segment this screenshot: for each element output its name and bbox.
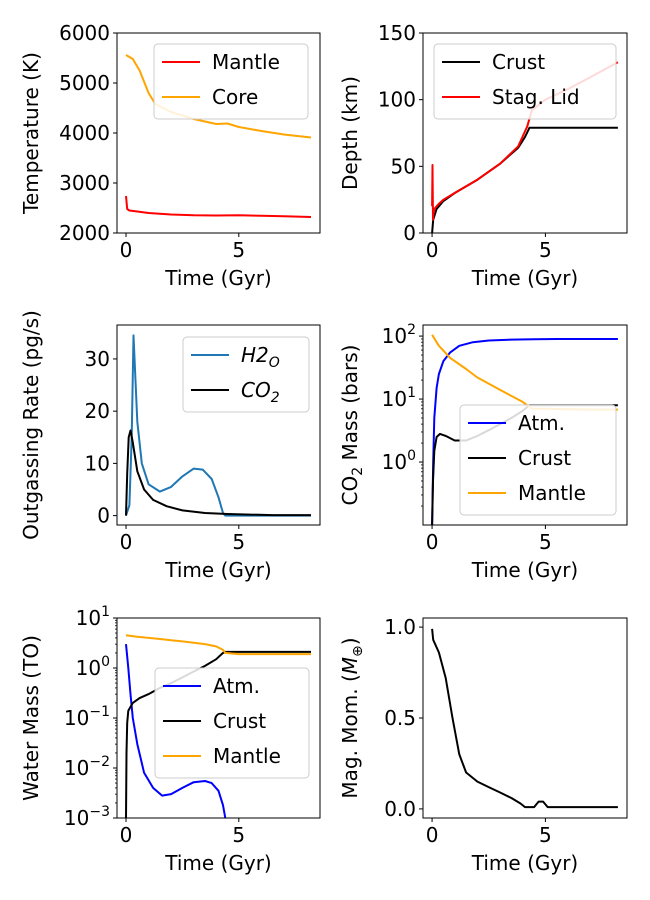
y-tick-label: 101	[382, 385, 416, 411]
x-tick-label: 5	[539, 530, 552, 554]
x-axis-label: Time (Gyr)	[164, 558, 271, 582]
y-axis-label: Temperature (K)	[19, 52, 43, 215]
legend-label: H2O	[241, 343, 280, 371]
y-axis-label: CO2 Mass (bars)	[338, 345, 366, 506]
chart-panel-4: 0 5 100 101 102 Time (Gyr) CO2 Mass (bars) Atm.…	[338, 322, 628, 582]
legend-box	[154, 667, 310, 779]
x-tick-label: 5	[539, 238, 552, 262]
y-tick-label: 101	[76, 604, 110, 630]
legend-label: Crust	[213, 709, 266, 733]
series-group	[431, 628, 618, 809]
series-line-mantle	[125, 195, 312, 218]
x-tick-label: 0	[120, 238, 133, 262]
y-tick-label: 4000	[59, 121, 110, 145]
legend-label: Atm.	[518, 411, 565, 435]
legend: Atm. Crust Mantle	[459, 404, 617, 516]
y-tick-label: 10−2	[64, 754, 110, 780]
y-tick-label: 102	[382, 322, 416, 348]
legend: Crust Stag. Lid	[433, 43, 617, 120]
chart-panel-6: 0 5 0.0 0.5 1.0 Time (Gyr) Mag. Mom. (M⊕)	[338, 615, 628, 875]
plot-frame	[422, 324, 628, 526]
series-line-magnetic-moment	[431, 628, 618, 809]
y-tick-label: 10−1	[64, 704, 110, 730]
y-tick-label: 10	[85, 451, 110, 475]
legend-label: Crust	[492, 50, 545, 74]
x-tick-label: 0	[120, 530, 133, 554]
x-tick-label: 0	[426, 530, 439, 554]
legend-label: Mantle	[518, 481, 586, 505]
x-axis-label: Time (Gyr)	[164, 266, 271, 290]
y-tick-label: 50	[391, 154, 416, 178]
y-tick-label: 0.0	[384, 797, 416, 821]
legend-label: CO2	[241, 378, 280, 406]
series-group	[125, 334, 311, 517]
x-axis-label: Time (Gyr)	[471, 266, 578, 290]
x-tick-label: 5	[232, 823, 245, 847]
series-line-atm	[431, 338, 618, 525]
x-tick-label: 0	[426, 823, 439, 847]
y-tick-label: 3000	[59, 171, 110, 195]
legend-label: Mantle	[212, 50, 280, 74]
legend: Mantle Core	[153, 43, 309, 120]
y-tick-label: 6000	[59, 21, 110, 45]
y-tick-label: 0.5	[384, 706, 416, 730]
y-tick-label: 100	[76, 654, 110, 680]
y-axis-label: Mag. Mom. (M⊕)	[338, 637, 366, 798]
legend-label: Crust	[518, 446, 571, 470]
y-tick-label: 150	[378, 21, 416, 45]
x-tick-label: 5	[232, 238, 245, 262]
y-tick-label: 5000	[59, 71, 110, 95]
y-tick-label: 100	[378, 88, 416, 112]
x-tick-label: 0	[120, 823, 133, 847]
chart-panel-5: 0 5 10−3 10−2 10−1 100 101 Time (Gyr) Water Mass…	[19, 604, 321, 875]
y-tick-label: 0	[97, 504, 110, 528]
x-axis-label: Time (Gyr)	[164, 851, 271, 875]
series-line-crust	[431, 126, 618, 233]
y-tick-label: 0	[403, 221, 416, 245]
series-line-h2o	[125, 334, 311, 517]
legend-label: Stag. Lid	[492, 85, 580, 109]
y-tick-label: 100	[382, 448, 416, 474]
y-tick-label: 10−3	[64, 804, 110, 830]
x-axis-label: Time (Gyr)	[471, 558, 578, 582]
plot-frame	[422, 617, 628, 819]
series-line-co2	[125, 429, 311, 517]
plot-frame	[116, 324, 321, 526]
y-tick-label: 1.0	[384, 615, 416, 639]
y-axis-label: Outgassing Rate (pg/s)	[19, 310, 43, 540]
x-axis-label: Time (Gyr)	[471, 851, 578, 875]
y-tick-label: 2000	[59, 221, 110, 245]
plot-frame	[422, 32, 628, 234]
legend-label: Mantle	[213, 744, 281, 768]
chart-panel-1: 0 5 2000 3000 4000 5000 6000 Time (Gyr) Temperat…	[19, 21, 321, 290]
legend-label: Atm.	[213, 674, 260, 698]
legend: Atm. Crust Mantle	[154, 667, 310, 779]
y-axis-label: Water Mass (TO)	[19, 635, 43, 801]
x-tick-label: 5	[232, 530, 245, 554]
y-tick-label: 20	[85, 399, 110, 423]
x-tick-label: 0	[426, 238, 439, 262]
legend-box	[459, 404, 617, 516]
x-tick-label: 5	[539, 823, 552, 847]
series-line-mantle	[125, 634, 311, 656]
y-tick-label: 30	[85, 347, 110, 371]
chart-panel-3: 0 5 0 10 20 30 Time (Gyr) Outgassing Rate (pg/s…	[19, 310, 321, 582]
y-axis-label: Depth (km)	[338, 76, 362, 190]
legend-label: Core	[212, 85, 258, 109]
